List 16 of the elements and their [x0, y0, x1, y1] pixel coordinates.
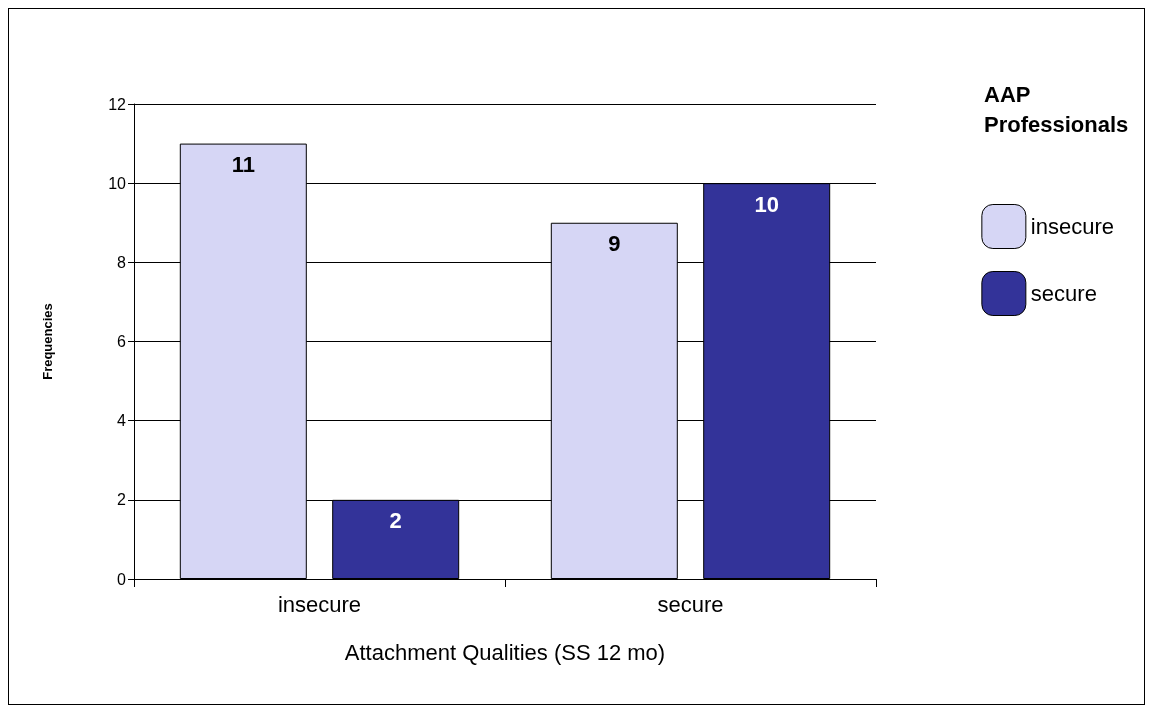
y-tick-label: 6 — [117, 333, 127, 350]
y-tick-label: 10 — [108, 174, 127, 192]
legend-title: AAP Professionals — [984, 81, 1129, 137]
y-tick-label: 4 — [117, 412, 127, 430]
y-tick-label: 12 — [108, 95, 127, 113]
data-label: 9 — [608, 231, 621, 257]
y-tick-label: 0 — [117, 570, 127, 588]
y-tick-label: 8 — [117, 253, 127, 271]
data-label: 2 — [389, 508, 402, 534]
legend-label: insecure — [1030, 214, 1114, 239]
data-label: 11 — [231, 152, 255, 178]
x-axis-title: Attachment Qualities (SS 12 mo) — [344, 639, 666, 665]
data-label: 10 — [754, 191, 779, 217]
y-tick-label: 2 — [117, 491, 127, 509]
y-axis-title: Frequencies — [40, 303, 55, 380]
legend-label: secure — [1030, 281, 1097, 306]
